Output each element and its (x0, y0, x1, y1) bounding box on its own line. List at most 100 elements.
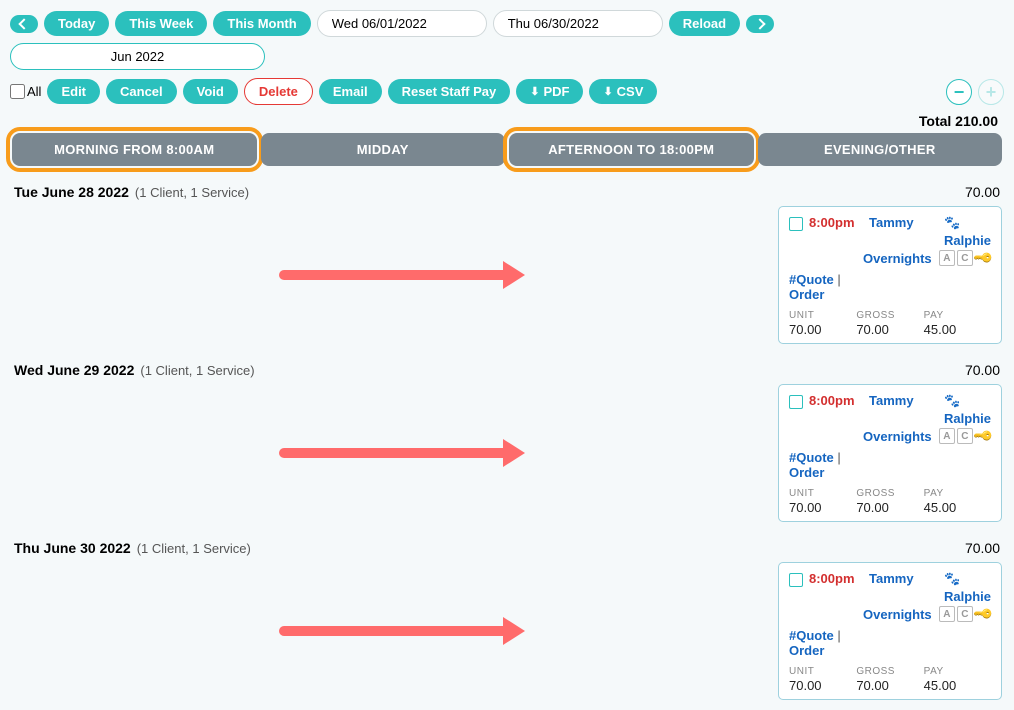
gross-label: GROSS (856, 666, 923, 677)
select-all-label[interactable]: All (10, 84, 41, 99)
paw-icon: 🐾 (944, 393, 960, 408)
unit-label: UNIT (789, 488, 856, 499)
pay-label: PAY (924, 666, 991, 677)
chevron-left-icon (18, 18, 29, 29)
day-block: Thu June 30 2022 (1 Client, 1 Service) 7… (10, 540, 1004, 700)
date-from-input[interactable] (317, 10, 487, 37)
pay-value: 45.00 (924, 322, 991, 337)
day-total: 70.00 (965, 362, 1000, 378)
card-checkbox[interactable] (789, 573, 803, 587)
card-client[interactable]: Tammy (869, 215, 914, 230)
quote-link[interactable]: #Quote (789, 628, 834, 643)
chevron-right-icon (754, 18, 765, 29)
zoom-out-button[interactable]: − (946, 79, 972, 105)
appointment-card[interactable]: 8:00pm Tammy 🐾 Ralphie Overnights A (778, 384, 1002, 522)
gross-value: 70.00 (856, 322, 923, 337)
date-to-input[interactable] (493, 10, 663, 37)
reset-staff-pay-button[interactable]: Reset Staff Pay (388, 79, 511, 104)
order-link[interactable]: Order (789, 643, 824, 658)
this-month-button[interactable]: This Month (213, 11, 310, 36)
email-button[interactable]: Email (319, 79, 382, 104)
day-summary: (1 Client, 1 Service) (140, 363, 254, 378)
void-button[interactable]: Void (183, 79, 238, 104)
separator: | (834, 450, 841, 465)
pay-value: 45.00 (924, 678, 991, 693)
gross-label: GROSS (856, 310, 923, 321)
day-block: Wed June 29 2022 (1 Client, 1 Service) 7… (10, 362, 1004, 522)
appointment-card[interactable]: 8:00pm Tammy 🐾 Ralphie Overnights A (778, 562, 1002, 700)
quote-link[interactable]: #Quote (789, 272, 834, 287)
day-header: Thu June 30 2022 (1 Client, 1 Service) 7… (10, 540, 1004, 556)
card-client[interactable]: Tammy (869, 393, 914, 408)
csv-label: CSV (617, 84, 644, 99)
order-link[interactable]: Order (789, 465, 824, 480)
annotation-arrow (10, 270, 778, 280)
separator: | (834, 628, 841, 643)
card-service[interactable]: Overnights (863, 251, 932, 266)
day-block: Tue June 28 2022 (1 Client, 1 Service) 7… (10, 184, 1004, 344)
badge-a: A (939, 606, 955, 622)
cancel-button[interactable]: Cancel (106, 79, 177, 104)
section-afternoon[interactable]: AFTERNOON TO 18:00PM (509, 133, 754, 166)
card-time: 8:00pm (809, 393, 863, 408)
paw-icon: 🐾 (944, 215, 960, 230)
unit-value: 70.00 (789, 678, 856, 693)
card-service[interactable]: Overnights (863, 607, 932, 622)
key-icon: 🔑 (972, 603, 995, 626)
toolbar-primary: Today This Week This Month Reload (10, 10, 1004, 70)
grand-total: Total 210.00 (10, 113, 998, 129)
badge-a: A (939, 428, 955, 444)
reload-button[interactable]: Reload (669, 11, 740, 36)
gross-value: 70.00 (856, 500, 923, 515)
delete-button[interactable]: Delete (244, 78, 313, 105)
order-link[interactable]: Order (789, 287, 824, 302)
card-checkbox[interactable] (789, 217, 803, 231)
card-client[interactable]: Tammy (869, 571, 914, 586)
pay-label: PAY (924, 310, 991, 321)
badge-c: C (957, 428, 973, 444)
day-total: 70.00 (965, 184, 1000, 200)
day-total: 70.00 (965, 540, 1000, 556)
select-all-checkbox[interactable] (10, 84, 25, 99)
unit-label: UNIT (789, 666, 856, 677)
pdf-button[interactable]: ⬇ PDF (516, 79, 583, 104)
paw-icon: 🐾 (944, 571, 960, 586)
day-summary: (1 Client, 1 Service) (137, 541, 251, 556)
download-icon: ⬇ (530, 85, 539, 98)
pay-label: PAY (924, 488, 991, 499)
day-summary: (1 Client, 1 Service) (135, 185, 249, 200)
section-morning[interactable]: MORNING FROM 8:00AM (12, 133, 257, 166)
card-pet[interactable]: Ralphie (944, 589, 991, 604)
card-service[interactable]: Overnights (863, 429, 932, 444)
card-time: 8:00pm (809, 571, 863, 586)
month-input[interactable] (10, 43, 265, 70)
gross-label: GROSS (856, 488, 923, 499)
day-header: Tue June 28 2022 (1 Client, 1 Service) 7… (10, 184, 1004, 200)
annotation-arrow (10, 626, 778, 636)
card-pet[interactable]: Ralphie (944, 233, 991, 248)
card-checkbox[interactable] (789, 395, 803, 409)
day-header: Wed June 29 2022 (1 Client, 1 Service) 7… (10, 362, 1004, 378)
next-button[interactable] (746, 15, 774, 33)
separator: | (834, 272, 841, 287)
prev-button[interactable] (10, 15, 38, 33)
gross-value: 70.00 (856, 678, 923, 693)
appointment-card[interactable]: 8:00pm Tammy 🐾 Ralphie Overnights A (778, 206, 1002, 344)
csv-button[interactable]: ⬇ CSV (589, 79, 657, 104)
unit-label: UNIT (789, 310, 856, 321)
edit-button[interactable]: Edit (47, 79, 100, 104)
annotation-arrow (10, 448, 778, 458)
this-week-button[interactable]: This Week (115, 11, 207, 36)
card-pet[interactable]: Ralphie (944, 411, 991, 426)
key-icon: 🔑 (972, 247, 995, 270)
pay-value: 45.00 (924, 500, 991, 515)
badge-c: C (957, 606, 973, 622)
section-evening[interactable]: EVENING/OTHER (758, 133, 1003, 166)
section-midday[interactable]: MIDDAY (261, 133, 506, 166)
quote-link[interactable]: #Quote (789, 450, 834, 465)
day-title: Wed June 29 2022 (14, 362, 134, 378)
download-icon: ⬇ (603, 85, 612, 98)
day-title: Thu June 30 2022 (14, 540, 131, 556)
zoom-in-button[interactable]: + (978, 79, 1004, 105)
today-button[interactable]: Today (44, 11, 109, 36)
